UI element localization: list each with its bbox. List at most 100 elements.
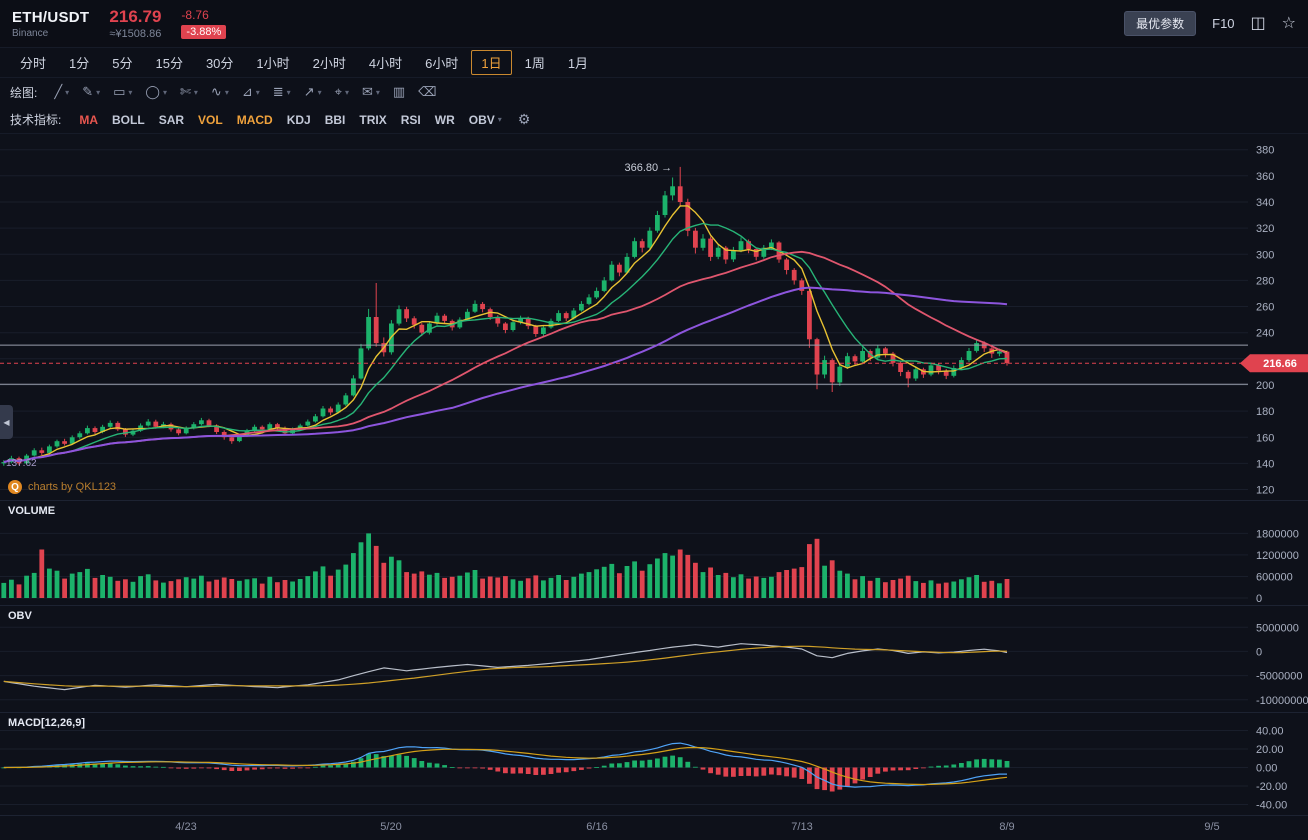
macd-bar — [449, 767, 455, 768]
timeframe-1月[interactable]: 1月 — [567, 56, 589, 71]
volume-bar — [746, 578, 751, 598]
timeframe-15分[interactable]: 15分 — [155, 56, 183, 71]
candle — [92, 426, 98, 435]
volume-bar — [191, 578, 197, 598]
volume-bar — [601, 566, 607, 598]
crosshair-tool[interactable]: ⌖ ▾ — [335, 84, 349, 100]
macd-bar — [594, 767, 599, 768]
candle — [419, 323, 425, 337]
indicator-WR[interactable]: WR — [435, 113, 455, 127]
optimal-params-button[interactable]: 最优参数 — [1124, 11, 1197, 36]
macd-bar — [411, 758, 417, 768]
screenshot-icon[interactable]: ◫ — [1250, 14, 1266, 32]
candle — [807, 289, 812, 348]
timeframe-2小时[interactable]: 2小时 — [312, 56, 346, 71]
f10-button[interactable]: F10 — [1212, 16, 1235, 31]
macd-bar — [898, 767, 903, 771]
candle — [632, 237, 637, 259]
volume-bar — [525, 578, 531, 599]
ellipse-tool[interactable]: ◯ ▾ — [145, 84, 167, 100]
trend-line-tool[interactable]: ╱ ▾ — [54, 84, 69, 100]
volume-bar — [928, 580, 934, 598]
time-axis[interactable]: 4/23 5/20 6/16 7/13 8/9 9/5 — [0, 815, 1308, 840]
volume-bar — [107, 576, 113, 598]
clear-drawings-tool[interactable]: ⌫ — [418, 84, 436, 100]
volume-pane[interactable]: 1800000 1200000 600000 0 VOLUME — [0, 500, 1308, 605]
indicator-MA[interactable]: MA — [79, 113, 98, 127]
candle — [639, 238, 645, 253]
indicator-KDJ[interactable]: KDJ — [287, 113, 311, 127]
candle — [199, 417, 204, 426]
timeframe-分时[interactable]: 分时 — [20, 56, 47, 71]
indicator-SAR[interactable]: SAR — [159, 113, 184, 127]
note-tool[interactable]: ✉ ▾ — [362, 84, 380, 100]
volume-bar — [47, 568, 52, 598]
candle — [594, 287, 599, 299]
indicator-BBI[interactable]: BBI — [325, 113, 346, 127]
timeframe-1周[interactable]: 1周 — [524, 56, 545, 71]
timeframe-6小时[interactable]: 6小时 — [425, 56, 459, 71]
obv-pane[interactable]: 5000000 0 -5000000 -10000000 OBV — [0, 605, 1308, 712]
macd-bar — [700, 767, 706, 770]
favorite-star-icon[interactable]: ☆ — [1281, 14, 1296, 32]
volume-bar — [69, 573, 75, 598]
arrow-tool[interactable]: ↗ ▾ — [304, 84, 322, 100]
macd-bar — [358, 758, 364, 768]
qkl123-logo-icon: Q — [8, 480, 22, 494]
macd-bar — [183, 767, 189, 769]
volume-bar — [259, 583, 265, 598]
macd-bar — [989, 759, 995, 768]
indicator-OBV[interactable]: OBV ▾ — [469, 113, 502, 127]
collapse-panel-tab[interactable]: ◀ — [0, 405, 13, 439]
indicator-settings-gear-icon[interactable]: ⚙ — [517, 111, 531, 127]
pencil-tool[interactable]: ✎ ▾ — [82, 84, 100, 100]
dropdown-caret-icon: ▾ — [286, 87, 291, 97]
candle — [145, 419, 151, 427]
candle — [799, 278, 805, 295]
symbol-title: ETH/USDT — [12, 8, 90, 26]
dropdown-caret-icon: ▾ — [375, 87, 380, 97]
macd-bar — [913, 767, 919, 769]
macd-bar — [442, 765, 447, 768]
macd-chart: 40.00 20.00 0.00 -20.00 -40.00 — [0, 726, 1287, 812]
wave-tool[interactable]: ∿ ▾ — [211, 84, 229, 100]
timeframe-1分[interactable]: 1分 — [69, 56, 90, 71]
timeframe-4小时[interactable]: 4小时 — [368, 56, 403, 71]
macd-bar — [267, 767, 273, 769]
macd-bar — [259, 767, 265, 770]
candle — [115, 421, 121, 432]
indicator-BOLL[interactable]: BOLL — [112, 113, 145, 127]
timeframe-1日[interactable]: 1日 — [471, 50, 512, 75]
price-pane[interactable]: 3803603403203002802602402202001801601401… — [0, 134, 1308, 500]
candle — [373, 283, 379, 347]
indicator-RSI[interactable]: RSI — [401, 113, 421, 127]
obv-ma-line — [3, 645, 1007, 688]
indicator-MACD[interactable]: MACD — [237, 113, 273, 127]
macd-bar — [229, 767, 235, 771]
volume-bar — [563, 580, 569, 598]
ma10-line — [3, 222, 1008, 463]
volume-bar — [510, 579, 516, 598]
volume-bar — [54, 570, 60, 598]
volume-bar — [852, 579, 858, 598]
panel-tool[interactable]: ▥ — [393, 84, 405, 100]
ruler-tool[interactable]: ⊿ ▾ — [242, 84, 260, 100]
rectangle-tool[interactable]: ▭ ▾ — [113, 84, 132, 100]
axis-tick-label: 340 — [1256, 197, 1274, 209]
macd-bar — [670, 755, 675, 768]
timeframe-1小时[interactable]: 1小时 — [256, 56, 290, 71]
indicator-TRIX[interactable]: TRIX — [359, 113, 386, 127]
eraser-tool[interactable]: ✄ ▾ — [180, 84, 198, 100]
indicator-VOL[interactable]: VOL — [198, 113, 223, 127]
timeframe-30分[interactable]: 30分 — [205, 56, 234, 71]
time-axis-label: 9/5 — [1204, 821, 1220, 833]
axis-tick-label: 260 — [1256, 302, 1274, 314]
macd-pane[interactable]: 40.00 20.00 0.00 -20.00 -40.00 MACD[12,26,9] — [0, 712, 1308, 815]
volume-bar — [677, 549, 683, 598]
candle — [860, 347, 865, 364]
volume-bar — [617, 573, 622, 598]
candle — [670, 177, 675, 201]
fib-lines-tool[interactable]: ≣ ▾ — [273, 84, 291, 100]
macd-bar — [381, 756, 387, 768]
timeframe-5分[interactable]: 5分 — [112, 56, 133, 71]
